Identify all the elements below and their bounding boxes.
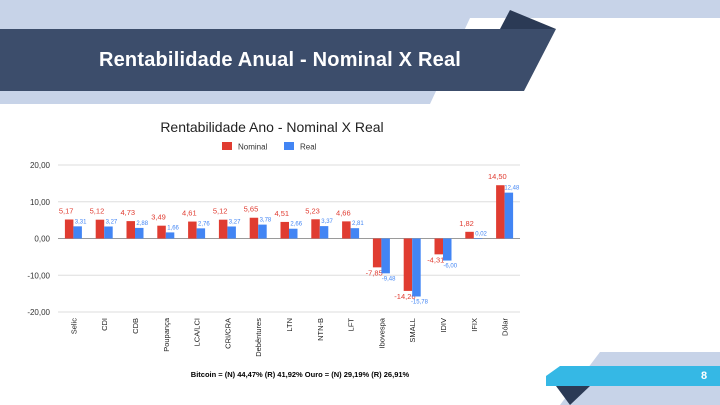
data-label-nominal: -7,85 <box>366 268 383 277</box>
x-tick-label: IDIV <box>439 318 448 333</box>
y-tick-label: 0,00 <box>34 235 50 244</box>
data-label-real: 1,66 <box>167 225 179 231</box>
bar-nominal <box>311 219 320 239</box>
legend-label-nominal: Nominal <box>238 143 268 152</box>
data-label-nominal: 5,23 <box>305 206 320 215</box>
page-number: 8 <box>700 370 708 382</box>
legend-swatch-real <box>284 142 294 150</box>
data-label-real: 3,27 <box>229 219 241 225</box>
top-dark-triangle <box>500 10 556 29</box>
bar-real <box>196 228 206 239</box>
x-tick-label: NTN-B <box>316 318 325 341</box>
bar-nominal <box>218 219 228 239</box>
x-tick-label: Dólar <box>501 318 510 336</box>
data-label-nominal: 4,66 <box>336 208 351 217</box>
data-label-nominal: 3,49 <box>151 213 166 222</box>
chart-title: Rentabilidade Ano - Nominal X Real <box>160 119 383 135</box>
data-label-real: 2,66 <box>290 222 302 228</box>
data-label-real: 3,37 <box>321 219 333 225</box>
bar-nominal <box>249 217 259 239</box>
x-tick-label: SMALL <box>408 318 417 343</box>
bar-real <box>473 238 483 240</box>
y-tick-label: -10,00 <box>27 271 50 280</box>
title-band <box>0 29 556 91</box>
bar-real <box>73 226 82 239</box>
data-label-real: 3,78 <box>260 218 272 224</box>
bar-real <box>289 228 298 239</box>
bar-real <box>381 238 390 274</box>
x-tick-label: LCA/LCI <box>193 318 202 346</box>
data-label-real: 2,76 <box>198 221 210 227</box>
x-tick-label: IFIX <box>470 318 479 332</box>
data-label-real: 2,88 <box>136 221 148 227</box>
bar-real <box>443 238 452 261</box>
bottom-decoration <box>546 352 720 405</box>
y-tick-label: 10,00 <box>30 198 51 207</box>
bar-nominal <box>372 238 382 268</box>
data-label-real: 3,27 <box>106 219 118 225</box>
data-label-nominal: 5,12 <box>213 207 228 216</box>
x-tick-label: LTN <box>285 318 294 332</box>
y-tick-label: -20,00 <box>27 308 50 317</box>
bar-real <box>412 238 421 297</box>
x-tick-label: Debêntures <box>254 318 263 357</box>
bar-chart: Rentabilidade Ano - Nominal X Real Nomina… <box>27 119 520 357</box>
x-tick-label: LFT <box>347 318 356 332</box>
data-label-real: -9,48 <box>382 276 396 282</box>
data-label-nominal: 5,12 <box>90 207 105 216</box>
x-tick-label: Selic <box>69 318 78 335</box>
bar-nominal <box>188 221 197 239</box>
data-label-real: 0,02 <box>475 231 487 237</box>
bar-nominal <box>280 221 289 239</box>
data-label-nominal: 4,61 <box>182 209 197 218</box>
bottom-note: Bitcoin = (N) 44,47% (R) 41,92% Ouro = (… <box>190 370 410 379</box>
bar-real <box>258 224 267 239</box>
bar-real <box>504 192 514 239</box>
data-label-real: 12,48 <box>504 186 520 192</box>
data-label-nominal: 1,82 <box>459 219 474 228</box>
data-label-nominal: 14,50 <box>488 172 507 181</box>
data-label-nominal: 5,65 <box>244 205 259 214</box>
bar-nominal <box>342 221 351 239</box>
bar-nominal <box>64 219 74 239</box>
bar-real <box>135 227 144 239</box>
bar-nominal <box>403 238 413 291</box>
bar-nominal <box>434 238 443 255</box>
x-tick-label: CDB <box>131 318 140 334</box>
x-tick-label: Ibovespa <box>377 317 386 348</box>
bar-real <box>227 226 236 239</box>
bar-nominal <box>157 225 166 239</box>
bar-real <box>104 226 113 239</box>
x-tick-label: CDI <box>100 318 109 331</box>
data-label-nominal: 5,17 <box>59 207 74 216</box>
data-label-real: -6,00 <box>443 264 457 270</box>
data-label-real: 2,81 <box>352 221 364 227</box>
data-label-nominal: -14,26 <box>394 292 415 301</box>
bar-nominal <box>95 219 105 239</box>
legend-label-real: Real <box>300 143 317 152</box>
x-tick-label: CRI/CRA <box>223 318 232 349</box>
legend-swatch-nominal <box>222 142 232 150</box>
data-label-real: -15,78 <box>411 299 429 305</box>
data-label-nominal: 4,73 <box>120 208 135 217</box>
data-label-real: 3,31 <box>75 219 87 225</box>
y-tick-label: 20,00 <box>30 161 51 170</box>
bar-nominal <box>126 221 135 239</box>
x-tick-label: Poupança <box>162 317 171 352</box>
bar-real <box>319 226 329 239</box>
data-label-nominal: 4,51 <box>274 209 289 218</box>
slide-title: Rentabilidade Anual - Nominal X Real <box>98 49 462 71</box>
bottom-dark-triangle <box>556 386 590 405</box>
bottom-cyan-band <box>546 366 720 386</box>
bar-nominal <box>465 231 474 239</box>
bar-real <box>350 228 360 239</box>
bar-nominal <box>496 185 505 239</box>
data-label-nominal: -4,31 <box>427 255 444 264</box>
bar-real <box>165 232 175 239</box>
